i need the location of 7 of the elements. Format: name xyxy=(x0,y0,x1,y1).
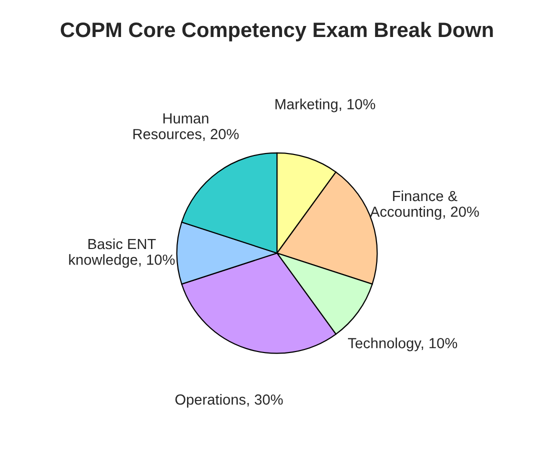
chart-title: COPM Core Competency Exam Break Down xyxy=(60,22,493,42)
slice-label: Basic ENT knowledge, 10% xyxy=(69,238,175,268)
slice-label: Human Resources, 20% xyxy=(133,113,239,141)
slice-label: Finance & Accounting, 20% xyxy=(370,190,479,220)
slice-label: Technology, 10% xyxy=(348,338,458,352)
slice-label: Marketing, 10% xyxy=(276,98,376,112)
slice-label: Operations, 30% xyxy=(175,394,283,408)
